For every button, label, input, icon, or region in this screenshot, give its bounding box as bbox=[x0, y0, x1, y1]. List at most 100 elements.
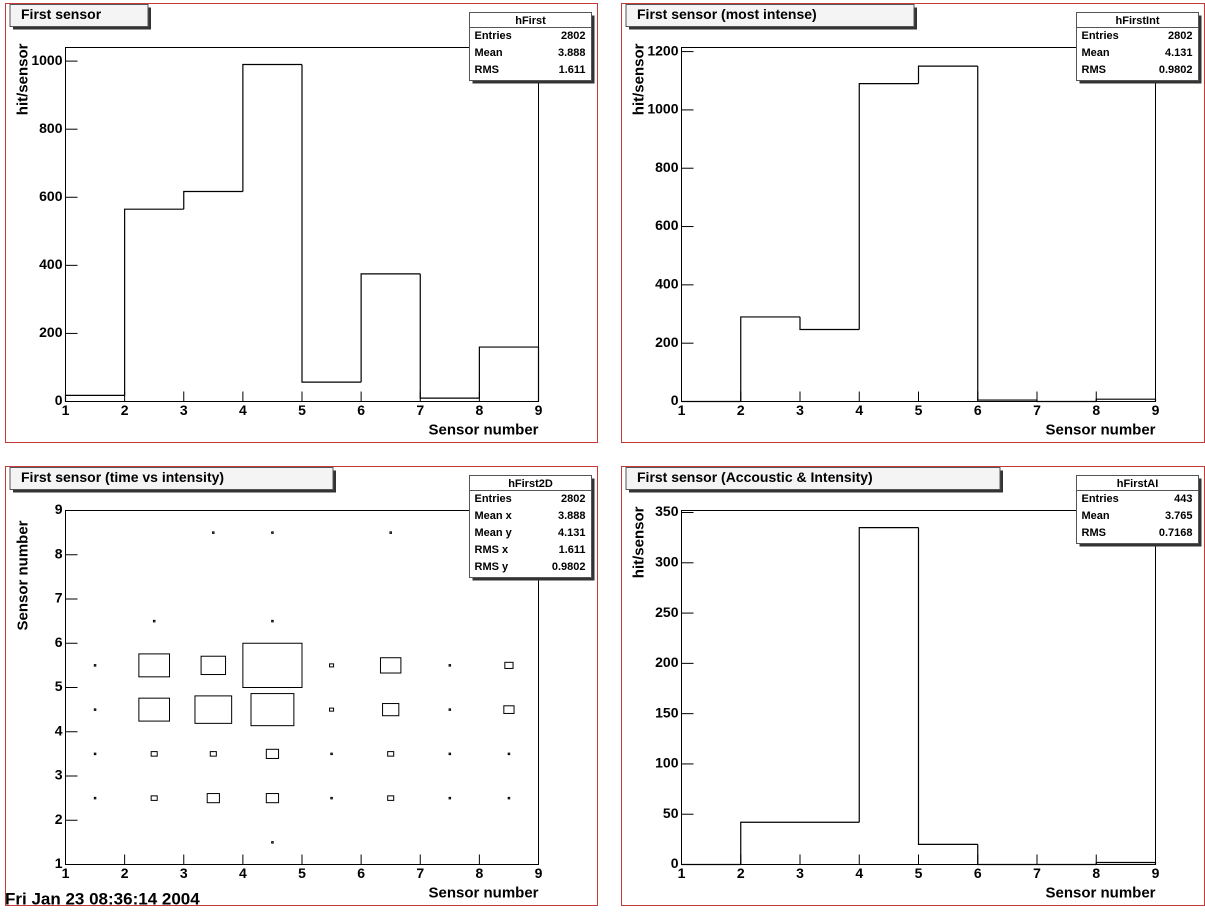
x-tick-label: 6 bbox=[974, 402, 982, 418]
box-cell bbox=[265, 793, 280, 804]
box-cell bbox=[330, 796, 333, 800]
chart-title: First sensor (Accoustic & Intensity) bbox=[637, 469, 873, 485]
histogram-bin bbox=[1095, 398, 1157, 402]
stats-label: RMS bbox=[1082, 64, 1106, 76]
box-cell bbox=[271, 841, 274, 844]
stats-box bbox=[1076, 12, 1199, 81]
stats-value: 4.131 bbox=[558, 527, 586, 539]
stats-value: 0.9802 bbox=[1159, 64, 1193, 76]
pad: 1 2 3 4 5 6 7 8 9 1 2 3 4 5 6 7 8 9 Sensor number Sensor nu… bbox=[5, 466, 598, 906]
box-cell bbox=[448, 796, 452, 800]
y-tick-label: 250 bbox=[655, 604, 679, 620]
x-axis-title: Sensor number bbox=[1045, 884, 1155, 901]
x-axis-title: Sensor number bbox=[1045, 421, 1155, 438]
stats-label: Entries bbox=[1082, 493, 1119, 505]
stats-label: RMS bbox=[475, 64, 499, 76]
box-cell bbox=[150, 795, 158, 801]
x-axis-title: Sensor number bbox=[428, 884, 538, 901]
title-box bbox=[9, 4, 149, 27]
stats-label: Entries bbox=[475, 493, 512, 505]
y-tick-label: 3 bbox=[55, 767, 63, 783]
box-cell bbox=[250, 693, 295, 727]
histogram-bin bbox=[977, 844, 1037, 866]
y-tick-label: 1000 bbox=[647, 101, 678, 117]
box-cell bbox=[330, 752, 333, 756]
x-tick-label: 3 bbox=[180, 865, 188, 881]
histogram-bin bbox=[478, 346, 540, 402]
timestamp: Fri Jan 23 08:36:14 2004 bbox=[5, 889, 200, 908]
stats-value: 0.9802 bbox=[552, 561, 586, 573]
histogram-bin bbox=[242, 63, 302, 192]
x-tick-label: 8 bbox=[1092, 402, 1100, 418]
y-tick-label: 0 bbox=[671, 855, 679, 871]
box-cell bbox=[200, 655, 227, 676]
x-tick-label: 2 bbox=[737, 865, 745, 881]
x-tick-label: 4 bbox=[855, 402, 863, 418]
x-tick-label: 5 bbox=[298, 402, 306, 418]
stats-label: Mean x bbox=[475, 510, 513, 522]
x-tick-label: 6 bbox=[357, 402, 365, 418]
title-box bbox=[625, 467, 1001, 490]
histogram-bin bbox=[1095, 861, 1157, 865]
stats-label: Mean y bbox=[475, 527, 513, 539]
y-tick-label: 800 bbox=[39, 120, 63, 136]
stats-label: Mean bbox=[475, 47, 503, 59]
stats-label: RMS y bbox=[475, 561, 510, 573]
x-tick-label: 4 bbox=[855, 865, 863, 881]
pad: 1 2 3 4 5 6 7 8 9 0 200 400 600 800 1000 1200 Sensor num… bbox=[621, 3, 1205, 443]
box-cell bbox=[448, 708, 452, 711]
y-tick-label: 1200 bbox=[647, 42, 678, 58]
histogram-bin bbox=[977, 66, 1037, 401]
stats-box bbox=[1076, 475, 1199, 544]
box-cell bbox=[93, 752, 97, 756]
x-tick-label: 2 bbox=[737, 402, 745, 418]
chart-title: First sensor (most intense) bbox=[637, 6, 817, 22]
y-tick-label: 200 bbox=[655, 654, 679, 670]
box-cell bbox=[448, 752, 452, 756]
histogram-bin bbox=[1036, 400, 1097, 403]
stats-value: 2802 bbox=[561, 30, 585, 42]
histogram-bin bbox=[64, 394, 125, 402]
y-tick-label: 5 bbox=[55, 678, 63, 694]
histogram-bin bbox=[360, 273, 421, 383]
box-cell bbox=[389, 531, 392, 534]
histogram-bin bbox=[740, 821, 800, 865]
box-cell bbox=[138, 697, 171, 722]
y-tick-label: 1 bbox=[55, 855, 63, 871]
stats-label: RMS x bbox=[475, 544, 510, 556]
stats-name: hFirstInt bbox=[1116, 15, 1160, 27]
histogram-bin bbox=[301, 64, 362, 383]
box-cell bbox=[271, 619, 274, 623]
stats-value: 3.888 bbox=[558, 510, 586, 522]
title-box bbox=[9, 467, 334, 490]
x-tick-label: 6 bbox=[357, 865, 365, 881]
histogram-bin bbox=[917, 65, 978, 84]
x-tick-label: 5 bbox=[915, 865, 923, 881]
stats-value: 1.611 bbox=[559, 64, 586, 76]
y-tick-label: 350 bbox=[655, 503, 679, 519]
box-cell bbox=[209, 751, 217, 757]
box-cell bbox=[265, 748, 280, 759]
y-tick-label: 8 bbox=[55, 545, 63, 561]
y-tick-label: 600 bbox=[39, 188, 63, 204]
x-tick-label: 1 bbox=[678, 865, 686, 881]
x-tick-label: 4 bbox=[239, 402, 247, 418]
x-tick-label: 3 bbox=[180, 402, 188, 418]
x-tick-label: 8 bbox=[1092, 865, 1100, 881]
box-cell bbox=[242, 642, 303, 688]
y-axis-title: hit/sensor bbox=[630, 43, 647, 115]
box-cell bbox=[93, 664, 97, 667]
box-cell bbox=[194, 695, 233, 724]
stats-name: hFirst2D bbox=[508, 478, 553, 490]
x-tick-label: 8 bbox=[475, 402, 483, 418]
y-tick-label: 7 bbox=[55, 590, 63, 606]
stats-label: Mean bbox=[1082, 510, 1110, 522]
y-tick-label: 0 bbox=[671, 392, 679, 408]
y-tick-label: 50 bbox=[663, 805, 679, 821]
histogram-bin bbox=[740, 316, 800, 402]
box-cell bbox=[382, 703, 400, 717]
x-tick-label: 9 bbox=[1152, 865, 1160, 881]
stats-box bbox=[469, 12, 592, 81]
box-cell bbox=[387, 751, 395, 757]
stats-value: 2802 bbox=[561, 493, 585, 505]
